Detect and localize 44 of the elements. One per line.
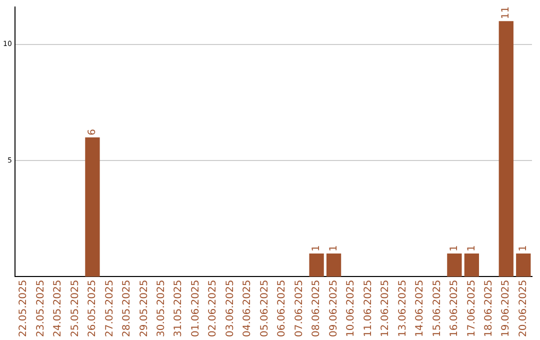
bar [516, 254, 531, 277]
x-tick-label: 07.06.2025 [294, 280, 305, 338]
x-tick-label: 05.06.2025 [259, 280, 270, 338]
bar [498, 21, 514, 277]
x-tick-label: 29.05.2025 [138, 280, 150, 338]
x-tick-label: 08.06.2025 [311, 280, 322, 338]
x-tick-label: 24.05.2025 [52, 280, 64, 338]
x-tick-label: 22.05.2025 [18, 280, 30, 338]
x-tick-label: 20.06.2025 [518, 280, 529, 338]
x-tick-label: 27.05.2025 [104, 280, 116, 338]
data-label: 1 [328, 245, 340, 252]
bar [464, 254, 479, 277]
x-tick-label: 26.05.2025 [87, 280, 98, 338]
x-tick-label: 25.05.2025 [70, 280, 81, 338]
x-tick-label: 31.05.2025 [173, 280, 184, 338]
bar [309, 254, 324, 277]
x-tick-label: 15.06.2025 [432, 280, 443, 338]
data-label: 6 [87, 128, 98, 136]
data-label: 1 [449, 245, 460, 252]
x-tick-label: 06.06.2025 [276, 280, 288, 338]
x-tick-label: 23.05.2025 [35, 280, 46, 338]
x-tick-label: 28.05.2025 [122, 280, 133, 338]
x-tick-label: 18.06.2025 [484, 280, 495, 338]
x-tick-label: 03.06.2025 [224, 280, 236, 338]
x-tick-label: 04.06.2025 [242, 280, 254, 338]
x-tick-label: 02.06.2025 [208, 280, 219, 338]
x-tick-label: 13.06.2025 [397, 280, 408, 338]
x-tick-label: 12.06.2025 [380, 280, 392, 338]
data-label: 1 [518, 245, 529, 252]
x-tick-label: 19.06.2025 [500, 280, 512, 338]
data-label: 1 [466, 245, 478, 252]
x-tick-label: 11.06.2025 [362, 280, 374, 338]
x-tick-label: 09.06.2025 [328, 280, 340, 338]
x-tick-label: 30.05.2025 [156, 280, 168, 338]
x-tick-label: 16.06.2025 [449, 280, 460, 338]
x-tick-label: 17.06.2025 [466, 280, 478, 338]
x-tick-label: 10.06.2025 [346, 280, 357, 338]
x-tick-label: 14.06.2025 [414, 280, 426, 338]
bar [447, 254, 462, 277]
data-label: 1 [311, 245, 322, 252]
data-label: 11 [500, 6, 512, 20]
x-tick-label: 01.06.2025 [190, 280, 202, 338]
bar [85, 137, 100, 277]
bar [326, 254, 342, 277]
